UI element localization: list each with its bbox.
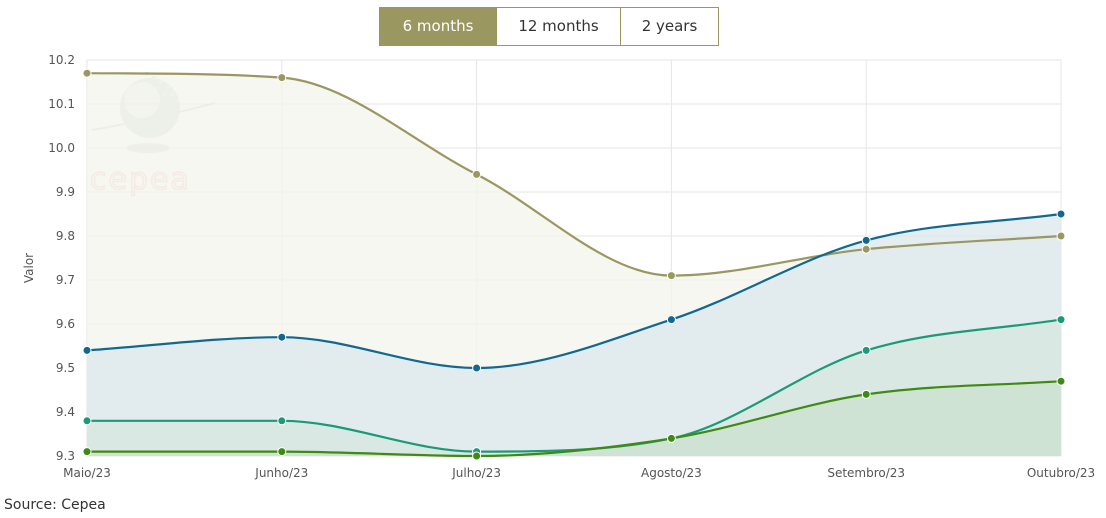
- x-tick-label: Junho/23: [254, 466, 308, 480]
- series-2-point[interactable]: [82, 345, 92, 355]
- y-tick-label: 10.1: [48, 97, 75, 111]
- y-tick-label: 9.4: [56, 405, 75, 419]
- series-1-line[interactable]: [86, 72, 1062, 277]
- series-1-point[interactable]: [82, 68, 92, 78]
- series-4-point[interactable]: [1056, 376, 1066, 386]
- y-tick-label: 10.2: [48, 53, 75, 67]
- x-tick-label: Maio/23: [63, 466, 111, 480]
- series-3-point[interactable]: [1056, 315, 1066, 325]
- series-4-point[interactable]: [666, 433, 676, 443]
- series-4-point[interactable]: [277, 447, 287, 457]
- y-tick-label: 9.3: [56, 449, 75, 463]
- series-1-point[interactable]: [861, 244, 871, 254]
- series-3-point[interactable]: [82, 416, 92, 426]
- x-axis-labels: Maio/23 Junho/23 Julho/23 Agosto/23 Setembro…: [63, 466, 1095, 480]
- series-4-point[interactable]: [861, 389, 871, 399]
- series-3-point[interactable]: [277, 416, 287, 426]
- tab-12-months[interactable]: 12 months: [497, 8, 621, 45]
- price-chart: cepea Maio/23Junho/23Julho/23Agosto/23Se…: [22, 53, 1095, 480]
- x-tick-label: Setembro/23: [827, 466, 905, 480]
- y-tick-label: 9.7: [56, 273, 75, 287]
- y-tick-label: 10.0: [48, 141, 75, 155]
- y-axis-labels: 9.3 9.4 9.5 9.6 9.7 9.8 9.9 10.0 10.1 10.2: [48, 53, 75, 463]
- x-tick-label: Outubro/23: [1027, 466, 1095, 480]
- y-tick-label: 9.6: [56, 317, 75, 331]
- series-2-point[interactable]: [666, 315, 676, 325]
- series-1-point[interactable]: [472, 169, 482, 179]
- series-areas: [87, 73, 1061, 456]
- series-2-point[interactable]: [1056, 209, 1066, 219]
- tab-6-months[interactable]: 6 months: [380, 8, 497, 45]
- range-selector: 6 months 12 months 2 years: [379, 7, 719, 46]
- series-2-point[interactable]: [472, 363, 482, 373]
- series-4-point[interactable]: [82, 447, 92, 457]
- series-4-line[interactable]: [87, 380, 1062, 458]
- series-3-point[interactable]: [861, 345, 871, 355]
- series-1-point[interactable]: [277, 73, 287, 83]
- series-1-point[interactable]: [666, 271, 676, 281]
- series-4-point[interactable]: [472, 451, 482, 461]
- y-tick-label: 9.8: [56, 229, 75, 243]
- y-axis-title: Valor: [22, 253, 36, 283]
- y-tick-label: 9.5: [56, 361, 75, 375]
- series-2-point[interactable]: [861, 235, 871, 245]
- source-note: Source: Cepea: [4, 497, 106, 513]
- x-tick-label: Agosto/23: [641, 466, 702, 480]
- series-points: [82, 68, 1066, 461]
- y-tick-label: 9.9: [56, 185, 75, 199]
- series-lines: [86, 72, 1062, 458]
- x-tick-label: Julho/23: [451, 466, 501, 480]
- series-4-area: [87, 381, 1061, 456]
- series-2-line[interactable]: [86, 212, 1062, 370]
- series-1-point[interactable]: [1056, 231, 1066, 241]
- tab-2-years[interactable]: 2 years: [621, 8, 718, 45]
- series-2-point[interactable]: [277, 332, 287, 342]
